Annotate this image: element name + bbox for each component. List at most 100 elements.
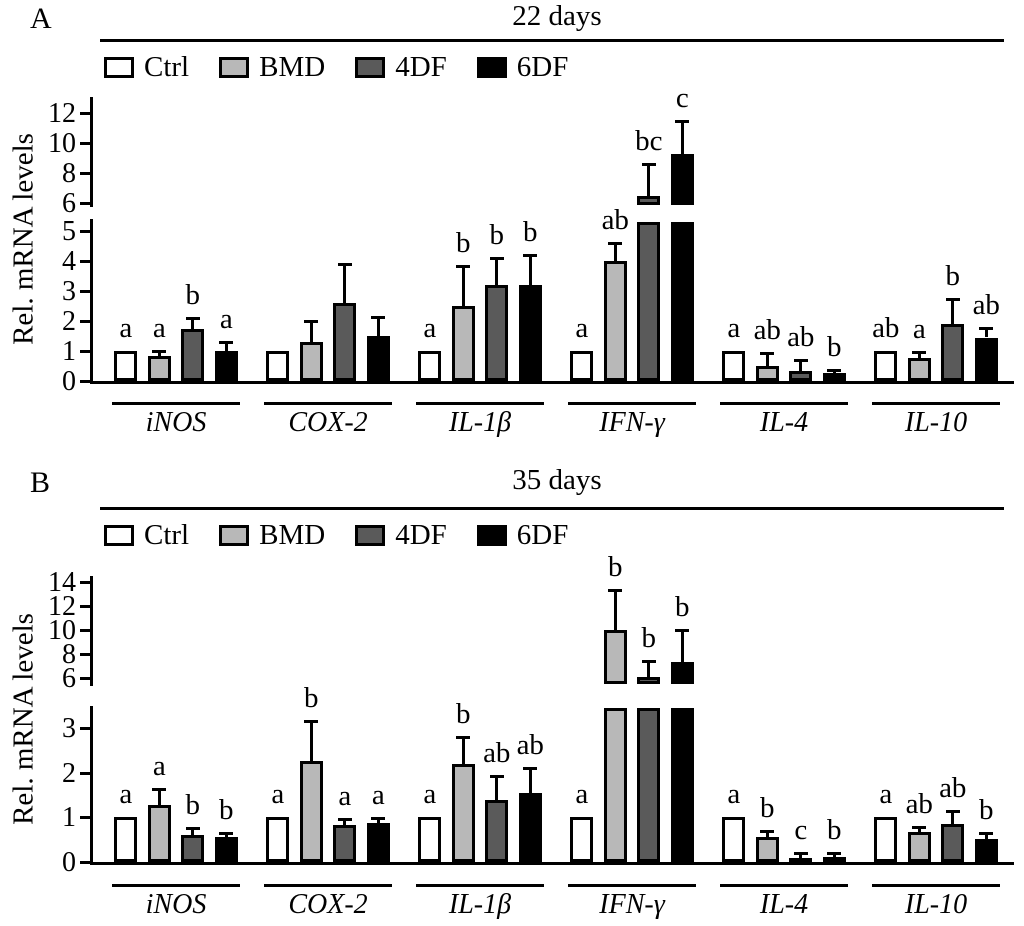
panel-a-bar-6df-il-1-error-cap: [523, 254, 538, 257]
panel-a-bar-6df-ifn-sig-letter: c: [675, 81, 689, 114]
panel-a-group-rule-inos: [112, 402, 240, 405]
panel-b-bar-6df-cox-2: [366, 822, 390, 862]
panel-a-letter: A: [30, 2, 52, 35]
panel-b-y-axis-upper-segment: [90, 576, 93, 686]
panel-b-bar-bmd-il-1-error-cap: [456, 735, 471, 739]
panel-b-group-label-ifn: IFN-γ: [599, 889, 665, 920]
panel-b-tick-upper-10: [80, 629, 91, 632]
panel-a-tick-upper-6: [80, 202, 91, 205]
panel-b-bar-6df-ifn-sig-letter: b: [675, 591, 690, 623]
panel-b-bar-bmd-il-1: [451, 763, 475, 862]
panel-b-bar-6df-ifn-upper-piece: [670, 662, 694, 684]
panel-b-bar-bmd-cox-2-error-cap: [304, 720, 319, 724]
panel-a-bar-4df-inos-error-bar: [191, 318, 195, 329]
panel-b-legend-item-ctrl: Ctrl: [104, 521, 189, 550]
panel-a-bar-4df-inos-sig-letter: b: [185, 279, 201, 311]
panel-a-bar-bmd-inos-error-cap: [152, 350, 167, 353]
panel-b-bar-6df-il-4-error-cap: [827, 851, 842, 855]
panel-b-bar-6df-il-10: [974, 838, 998, 862]
panel-b-tick-label-upper-8: 8: [62, 639, 76, 670]
panel-b-tick-upper-14: [80, 581, 91, 584]
panel-b-bar-6df-il-1-sig-letter: ab: [516, 729, 544, 762]
panel-b-bar-4df-il-4-error-cap: [793, 852, 808, 856]
panel-b-bar-4df-il-4-error-bar: [799, 853, 803, 858]
6df-swatch-icon: [476, 525, 507, 546]
panel-b-bar-6df-il-1-error-bar: [528, 768, 532, 793]
ctrl-swatch-icon: [104, 525, 134, 546]
panel-a-bar-ctrl-ifn-sig-letter: a: [575, 312, 589, 344]
panel-a-bar-bmd-cox-2: [299, 342, 323, 381]
panel-b-legend-label-4df: 4DF: [395, 519, 447, 551]
4df-swatch-icon: [355, 57, 386, 78]
panel-a-group-label-inos: iNOS: [145, 407, 207, 438]
panel-b-bar-6df-il-10-sig-letter: b: [979, 793, 994, 826]
panel-b-bar-ctrl-il-10-sig-letter: a: [879, 778, 893, 811]
panel-b-group-label-cox-2: COX-2: [288, 889, 368, 920]
panel-a-legend-label-ctrl: Ctrl: [144, 51, 190, 83]
panel-a-tick-label-lower-3: 3: [62, 276, 76, 307]
panel-a-bar-4df-il-4-error-bar: [799, 360, 803, 371]
panel-b-bar-bmd-il-1-error-bar: [461, 736, 465, 764]
panel-b-bar-bmd-il-4: [755, 837, 779, 862]
panel-a-group-rule-il-1: [416, 402, 544, 405]
panel-b-tick-label-lower-1: 1: [62, 802, 76, 834]
panel-b-bar-4df-inos: [181, 835, 205, 862]
panel-b-group-rule-il-10: [872, 884, 1000, 887]
panel-b-bar-ctrl-il-1-sig-letter: a: [423, 778, 437, 811]
panel-a-tick-upper-10: [80, 142, 91, 145]
panel-a-tick-lower-0: [80, 380, 91, 383]
panel-a-bar-bmd-il-10-sig-letter: a: [912, 312, 926, 345]
panel-a-bar-4df-cox-2-error-bar: [343, 264, 347, 303]
panel-a-bar-bmd-il-10-error-cap: [912, 350, 927, 354]
panel-a-bar-ctrl-inos-sig-letter: a: [119, 312, 133, 344]
panel-b-bar-6df-inos-sig-letter: b: [219, 793, 234, 826]
panel-a-legend-label-6df: 6DF: [516, 51, 569, 83]
panel-a-bar-4df-ifn-upper-piece: [637, 195, 661, 205]
panel-b-bar-6df-cox-2-error-bar: [376, 818, 380, 823]
panel-a-bar-bmd-il-4-error-cap: [760, 351, 775, 355]
panel-b-bar-4df-il-1-error-bar: [495, 775, 499, 801]
panel-b-tick-label-upper-6: 6: [62, 663, 76, 694]
panel-a-bar-6df-il-10: [974, 337, 998, 381]
panel-b-bar-4df-il-10-sig-letter: ab: [939, 771, 967, 804]
panel-a-tick-label-upper-6: 6: [62, 188, 76, 219]
panel-a-bar-ctrl-cox-2: [266, 351, 290, 381]
panel-a-tick-lower-1: [80, 350, 91, 353]
panel-b-tick-label-lower-0: 0: [62, 847, 76, 878]
bmd-swatch-icon: [219, 57, 250, 78]
panel-a-y-axis-lower-segment: [90, 219, 93, 384]
panel-a-legend-item-bmd: BMD: [219, 53, 325, 82]
panel-a-bar-6df-cox-2: [366, 336, 390, 381]
panel-b-tick-label-upper-14: 14: [48, 567, 76, 598]
panel-a-group-label-il-4: IL-4: [759, 407, 809, 438]
panel-b-bar-4df-inos-error-cap: [185, 827, 200, 831]
panel-b-group-rule-cox-2: [264, 884, 392, 887]
panel-a-group-label-il-1: IL-1β: [448, 407, 512, 438]
panel-a-bar-bmd-il-4-sig-letter: ab: [753, 313, 781, 346]
panel-a-bar-4df-ifn-error-bar: [647, 164, 651, 196]
panel-b-bar-6df-il-4-sig-letter: b: [827, 813, 842, 846]
panel-a-bar-ctrl-il-1-sig-letter: a: [423, 312, 437, 344]
panel-a-title: 22 days: [512, 0, 602, 32]
panel-a-bar-bmd-il-1-sig-letter: b: [456, 226, 471, 259]
panel-b-bar-ctrl-cox-2-sig-letter: a: [271, 778, 285, 811]
panel-b-bar-6df-il-1-error-cap: [523, 767, 538, 771]
panel-a-bar-4df-inos: [181, 328, 205, 381]
panel-b-bar-4df-cox-2: [333, 824, 357, 862]
panel-b-legend-label-bmd: BMD: [259, 519, 326, 551]
panel-b-bar-bmd-il-4-error-cap: [760, 829, 775, 833]
panel-a-bar-bmd-il-10-error-bar: [917, 351, 921, 358]
panel-b-group-label-inos: iNOS: [145, 889, 207, 920]
panel-a-bar-bmd-ifn: [603, 261, 627, 381]
panel-a-tick-lower-4: [80, 260, 91, 263]
panel-a-tick-lower-3: [80, 290, 91, 293]
panel-b-title-rule: [100, 507, 1004, 510]
panel-a-bar-6df-ifn-lower-piece: [670, 222, 694, 381]
panel-a-legend-label-4df: 4DF: [395, 51, 447, 83]
panel-a-bar-bmd-il-10: [907, 357, 931, 381]
panel-a-bar-4df-il-4: [789, 370, 813, 381]
panel-a-tick-label-lower-5: 5: [62, 216, 76, 247]
panel-b-bar-bmd-il-10-sig-letter: ab: [905, 788, 933, 821]
panel-a-bar-6df-inos-error-bar: [224, 342, 228, 351]
